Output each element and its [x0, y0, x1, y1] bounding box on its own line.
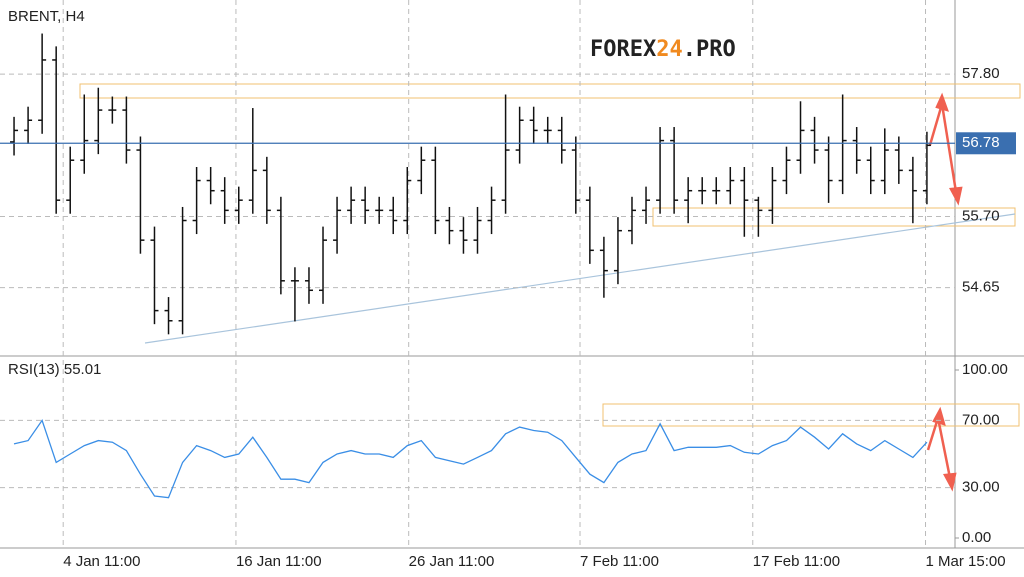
x-tick-label: 4 Jan 11:00	[63, 553, 140, 570]
resistance-zone	[79, 83, 1021, 99]
rsi-line	[13, 418, 928, 499]
y-tick-label: 0.00	[962, 529, 991, 546]
trend-line	[144, 213, 1016, 344]
last-price-box	[956, 132, 1016, 155]
y-tick-label: 55.70	[962, 207, 1000, 224]
support-zone	[652, 207, 1016, 227]
x-tick-label: 16 Jan 11:00	[236, 553, 322, 570]
y-tick-label: 30.00	[962, 479, 1000, 496]
instrument-label: BRENT, H4	[8, 8, 85, 25]
y-tick-label: 54.65	[962, 279, 1000, 296]
rsi-label: RSI(13) 55.01	[8, 361, 101, 378]
last-price-label: 56.78	[962, 134, 1000, 151]
y-tick-label: 57.80	[962, 65, 1000, 82]
y-tick-label: 70.00	[962, 411, 1000, 428]
x-tick-label: 26 Jan 11:00	[409, 553, 495, 570]
y-tick-label: 100.00	[962, 361, 1008, 378]
x-tick-label: 17 Feb 11:00	[753, 553, 840, 570]
brand-logo: FOREX24.PRO	[590, 37, 736, 62]
rsi-zone	[602, 403, 1020, 427]
x-tick-label: 1 Mar 15:00	[926, 553, 1006, 570]
forecast-arrows	[926, 92, 963, 492]
x-tick-label: 7 Feb 11:00	[580, 553, 659, 570]
